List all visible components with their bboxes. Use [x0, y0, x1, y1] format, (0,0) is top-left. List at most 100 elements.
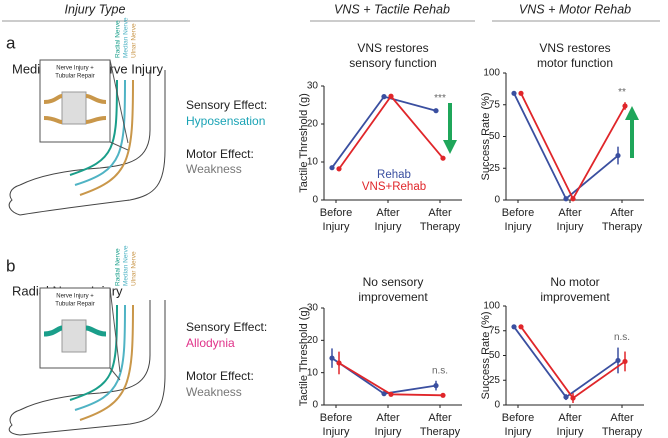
series-line — [520, 92, 626, 201]
box-label: Tubular Repair — [55, 302, 94, 308]
y-tick-label: 25 — [489, 163, 501, 174]
y-tick-label: 0 — [494, 195, 500, 206]
motor-label: Motor Effect: — [186, 147, 254, 161]
x-tick-label: Before Injury — [502, 412, 534, 438]
x-tick-label: After Injury — [375, 207, 402, 233]
data-point — [440, 392, 446, 398]
box-label: Nerve Injury + — [56, 66, 94, 72]
y-tick-label: 50 — [489, 131, 501, 142]
data-point — [518, 324, 524, 330]
y-tick-label: 0 — [312, 400, 318, 411]
y-tick-label: 25 — [489, 375, 501, 386]
sensory-effect: Hyposensation — [186, 114, 265, 128]
x-tick-label: Before Injury — [320, 412, 352, 438]
significance-label: n.s. — [432, 365, 448, 376]
y-axis-label: Success Rate (%) — [480, 311, 492, 399]
data-point — [381, 94, 387, 100]
data-point — [615, 357, 621, 364]
chart-title: No sensory improvement — [358, 275, 428, 304]
y-tick-label: 20 — [307, 119, 319, 130]
chart-title: VNS restores motor function — [536, 41, 614, 70]
y-axis-label: Success Rate (%) — [480, 92, 492, 180]
motor-effect: Weakness — [186, 162, 242, 176]
data-point — [433, 108, 439, 114]
series-line — [331, 357, 437, 395]
x-tick-label: After Injury — [557, 207, 584, 233]
arm-diagram — [8, 59, 166, 216]
series-line — [520, 326, 626, 400]
y-tick-label: 30 — [307, 303, 319, 314]
series-line — [338, 94, 444, 170]
y-tick-label: 75 — [489, 99, 501, 110]
significance-label: n.s. — [614, 332, 630, 343]
motor-label: Motor Effect: — [186, 369, 254, 383]
data-point — [433, 383, 439, 389]
series-line — [338, 362, 444, 397]
panel-label: a — [6, 33, 16, 52]
nerve-label: Median Nerve — [123, 17, 130, 58]
y-tick-label: 100 — [483, 301, 500, 312]
x-tick-label: After Injury — [375, 412, 402, 438]
y-tick-label: 75 — [489, 325, 501, 336]
effect-arrow — [443, 103, 639, 158]
data-point — [622, 103, 628, 109]
data-point — [622, 358, 628, 365]
x-tick-label: After Therapy — [602, 207, 643, 233]
nerve-label: Ulnar Nerve — [131, 23, 138, 58]
y-tick-label: 30 — [307, 81, 319, 92]
y-axis-label: Tactile Threshold (g) — [298, 93, 310, 192]
significance-label: *** — [434, 93, 446, 104]
data-point — [563, 394, 569, 400]
nerve-label: Median Nerve — [123, 245, 130, 286]
y-tick-label: 10 — [307, 157, 319, 168]
data-point — [381, 391, 387, 397]
data-point — [336, 360, 342, 366]
y-tick-label: 0 — [494, 400, 500, 411]
x-tick-label: After Therapy — [420, 207, 461, 233]
legend-entry: VNS+Rehab — [362, 181, 426, 193]
chart-title: VNS restores sensory function — [349, 41, 437, 70]
significance-label: ** — [618, 87, 626, 98]
y-tick-label: 100 — [483, 68, 500, 79]
y-tick-label: 50 — [489, 350, 501, 361]
data-point — [511, 324, 517, 330]
data-point — [615, 152, 621, 159]
nerve-label: Radial Nerve — [115, 20, 122, 58]
data-point — [518, 90, 524, 96]
y-axis-label: Tactile Threshold (g) — [298, 307, 310, 406]
panel-label: b — [6, 256, 15, 275]
nerve-label: Radial Nerve — [115, 248, 122, 286]
column-header: VNS + Motor Rehab — [519, 2, 631, 16]
data-point — [440, 155, 446, 161]
data-point — [570, 395, 576, 401]
x-tick-label: After Injury — [557, 412, 584, 438]
x-tick-label: After Therapy — [420, 412, 461, 438]
column-header: Injury Type — [65, 2, 126, 16]
nerve-label: Ulnar Nerve — [131, 251, 138, 286]
data-point — [329, 355, 335, 361]
sensory-label: Sensory Effect: — [186, 98, 267, 112]
x-tick-label: Before Injury — [502, 207, 534, 233]
data-point — [388, 391, 394, 397]
arm-diagram — [8, 287, 166, 436]
data-point — [563, 196, 569, 202]
sensory-label: Sensory Effect: — [186, 320, 267, 334]
x-tick-label: After Therapy — [602, 412, 643, 438]
sensory-effect: Allodynia — [186, 336, 235, 350]
box-label: Tubular Repair — [55, 74, 94, 80]
y-tick-label: 20 — [307, 335, 319, 346]
chart-title: No motor improvement — [540, 275, 610, 304]
y-tick-label: 10 — [307, 367, 319, 378]
legend-entry: Rehab — [377, 169, 411, 181]
column-header: VNS + Tactile Rehab — [334, 2, 450, 16]
data-point — [336, 166, 342, 172]
data-point — [570, 196, 576, 202]
data-point — [329, 165, 335, 171]
y-tick-label: 0 — [312, 195, 318, 206]
data-point — [511, 90, 517, 96]
motor-effect: Weakness — [186, 385, 242, 399]
x-tick-label: Before Injury — [320, 207, 352, 233]
box-label: Nerve Injury + — [56, 294, 94, 300]
